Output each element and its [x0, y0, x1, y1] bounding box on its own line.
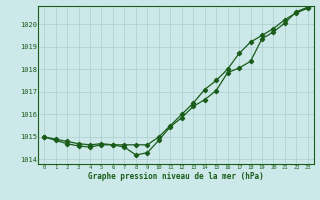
X-axis label: Graphe pression niveau de la mer (hPa): Graphe pression niveau de la mer (hPa) — [88, 172, 264, 181]
